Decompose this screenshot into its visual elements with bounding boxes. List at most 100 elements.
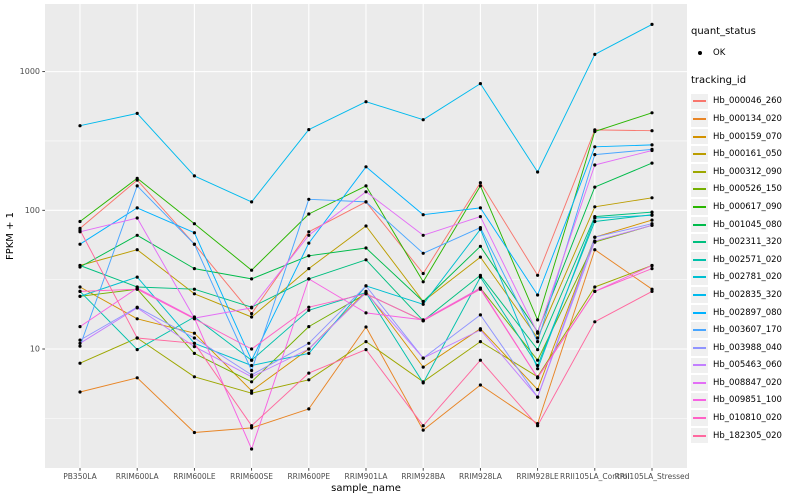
legend-item-Hb_002781_020: Hb_002781_020 <box>691 269 799 286</box>
data-point <box>192 351 196 355</box>
x-tick-label: RRIM600LE <box>173 472 216 481</box>
legend-item-label: Hb_002781_020 <box>713 272 782 283</box>
data-point <box>364 258 368 262</box>
data-point <box>536 348 540 352</box>
data-point <box>364 200 368 204</box>
data-point <box>307 371 311 375</box>
data-point <box>593 129 597 134</box>
data-point <box>250 358 254 362</box>
data-point <box>307 351 311 355</box>
legend-item-label: Hb_000159_070 <box>713 131 782 142</box>
data-point <box>593 185 597 189</box>
legend-item-label: Hb_002835_320 <box>713 289 782 300</box>
data-point <box>478 383 482 387</box>
data-point <box>364 190 368 194</box>
data-point <box>307 233 311 237</box>
data-point <box>478 275 482 279</box>
legend-item-label: Hb_002311_320 <box>713 237 782 248</box>
data-point <box>364 340 368 344</box>
data-point <box>307 308 311 312</box>
x-tick-label: RRIM928LA <box>459 472 503 481</box>
legend-key-swatch <box>691 181 708 198</box>
data-point <box>250 389 254 393</box>
legend-item-ok: OK <box>691 45 799 61</box>
data-point <box>135 376 139 380</box>
legend-key-swatch <box>691 216 708 233</box>
legend-key-swatch <box>691 146 708 162</box>
data-point <box>250 347 254 351</box>
data-point <box>421 299 425 304</box>
data-point <box>650 22 654 26</box>
data-point <box>536 388 540 392</box>
data-point <box>536 424 540 428</box>
legend-item-Hb_002311_320: Hb_002311_320 <box>691 234 799 250</box>
data-point <box>478 255 482 259</box>
data-point <box>192 331 196 335</box>
y-tick-label: 100 <box>25 206 40 215</box>
data-point <box>250 200 254 204</box>
data-point <box>478 358 482 362</box>
legend-key-swatch <box>691 251 708 268</box>
data-point <box>307 197 311 201</box>
data-point <box>421 381 425 385</box>
data-point <box>307 378 311 382</box>
legend-item-label: OK <box>713 47 726 58</box>
legend-key-swatch <box>691 93 708 110</box>
data-point <box>78 289 82 293</box>
axis-ticks <box>42 71 653 471</box>
data-point <box>478 184 482 188</box>
data-point <box>421 251 425 255</box>
data-point <box>192 222 196 226</box>
data-point <box>536 336 540 340</box>
data-point <box>536 293 540 297</box>
data-point <box>250 277 254 281</box>
data-point <box>650 263 654 268</box>
legend-key-swatch <box>691 427 708 444</box>
legend-item-label: Hb_008847_020 <box>713 377 782 388</box>
data-point <box>192 267 196 271</box>
legend-key-swatch <box>691 234 708 250</box>
legend-item-Hb_002571_020: Hb_002571_020 <box>691 251 799 268</box>
data-point <box>307 277 311 281</box>
data-point <box>78 361 82 365</box>
data-point <box>650 148 654 153</box>
data-point <box>307 254 311 258</box>
data-point <box>250 424 254 428</box>
data-point <box>536 395 540 399</box>
data-point <box>536 331 540 335</box>
data-point <box>135 206 139 210</box>
legend-item-Hb_000046_260: Hb_000046_260 <box>691 93 799 110</box>
x-tick-label: PB350LA <box>63 472 97 481</box>
data-point <box>192 345 196 349</box>
data-point <box>192 242 196 246</box>
legend-item-label: Hb_000312_090 <box>713 166 782 177</box>
legend-key-swatch <box>691 304 708 321</box>
data-point <box>536 367 540 371</box>
legend-key-swatch <box>691 128 708 145</box>
data-point <box>478 313 482 317</box>
legend-item-Hb_000526_150: Hb_000526_150 <box>691 181 799 198</box>
data-point <box>364 246 368 250</box>
legend-item-label: Hb_009851_100 <box>713 395 782 406</box>
data-point <box>536 376 540 380</box>
legend-item-label: Hb_000134_020 <box>713 113 782 124</box>
legend-item-Hb_009851_100: Hb_009851_100 <box>691 392 799 409</box>
data-point <box>78 242 82 246</box>
data-point <box>78 294 82 298</box>
legend-item-Hb_002835_320: Hb_002835_320 <box>691 287 799 303</box>
data-point <box>135 184 139 188</box>
data-point <box>593 216 597 220</box>
data-point <box>364 100 368 104</box>
data-points <box>78 22 654 451</box>
legend-item-label: Hb_003607_170 <box>713 325 782 336</box>
x-tick-label: RRII105LA_Control <box>560 472 630 481</box>
data-point <box>650 210 654 214</box>
data-point <box>135 233 139 237</box>
data-point <box>307 341 311 345</box>
data-point <box>593 153 597 157</box>
data-point <box>192 174 196 178</box>
data-point <box>593 248 597 252</box>
data-point <box>135 111 139 115</box>
legend-item-label: Hb_000161_050 <box>713 149 782 160</box>
legend-item-Hb_000159_070: Hb_000159_070 <box>691 128 799 145</box>
